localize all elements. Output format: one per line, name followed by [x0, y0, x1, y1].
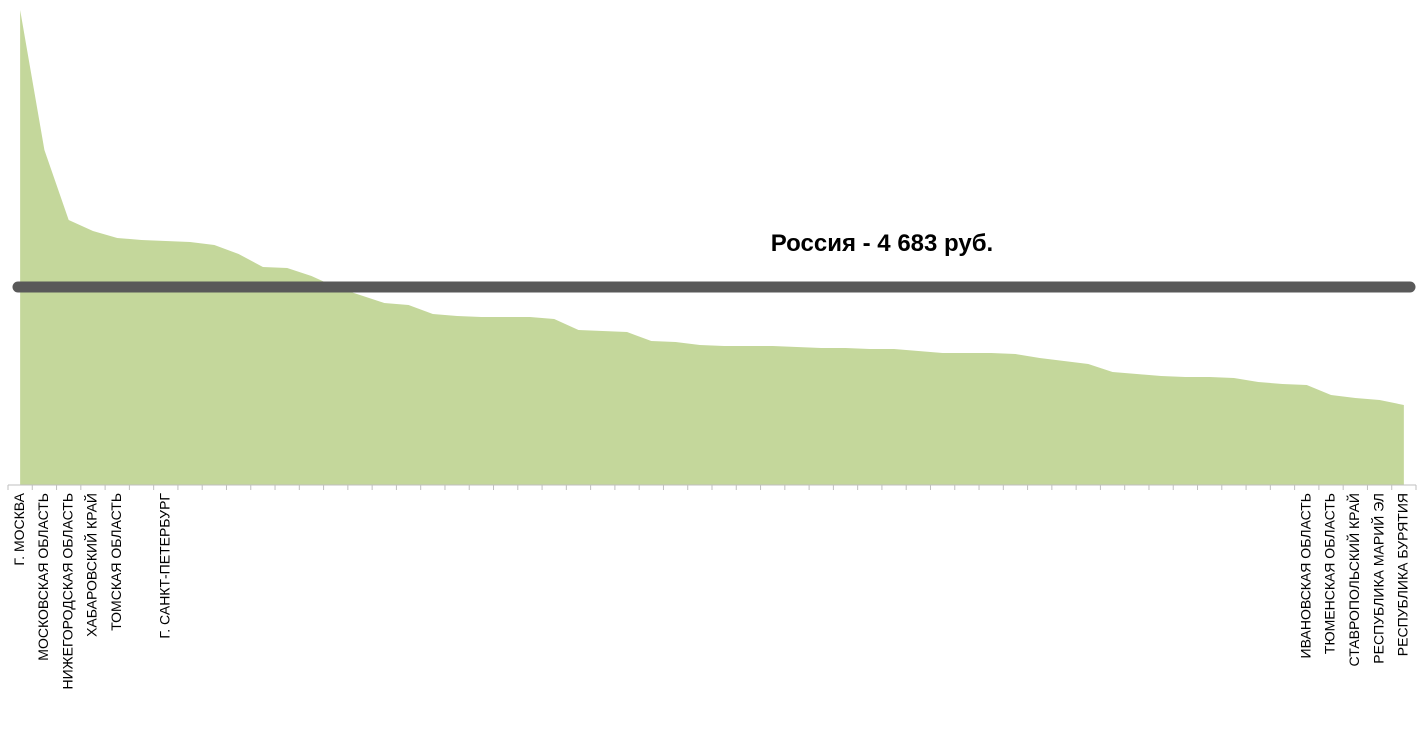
x-tick-label: РЕСПУБЛИКА БУРЯТИЯ [1395, 493, 1411, 656]
x-tick-label: СТАВРОПОЛЬСКИЙ КРАЙ [1345, 493, 1362, 666]
reference-label: Россия - 4 683 руб. [771, 230, 993, 257]
x-tick-label: ТОМСКАЯ ОБЛАСТЬ [108, 493, 124, 631]
x-tick-label: РЕСПУБЛИКА МАРИЙ ЭЛ [1369, 493, 1386, 664]
x-tick-label: ТЮМЕНСКАЯ ОБЛАСТЬ [1322, 493, 1338, 654]
x-tick-label: Г. МОСКВА [11, 492, 27, 565]
area [20, 9, 1404, 486]
x-tick-label: МОСКОВСКАЯ ОБЛАСТЬ [35, 493, 51, 661]
x-tick-label: Г. САНКТ-ПЕТЕРБУРГ [156, 493, 172, 639]
x-tick-label: ХАБАРОВСКИЙ КРАЙ [83, 493, 100, 637]
x-tick-label: НИЖЕГОРОДСКАЯ ОБЛАСТЬ [59, 493, 75, 690]
x-tick-label: ИВАНОВСКАЯ ОБЛАСТЬ [1297, 493, 1313, 658]
